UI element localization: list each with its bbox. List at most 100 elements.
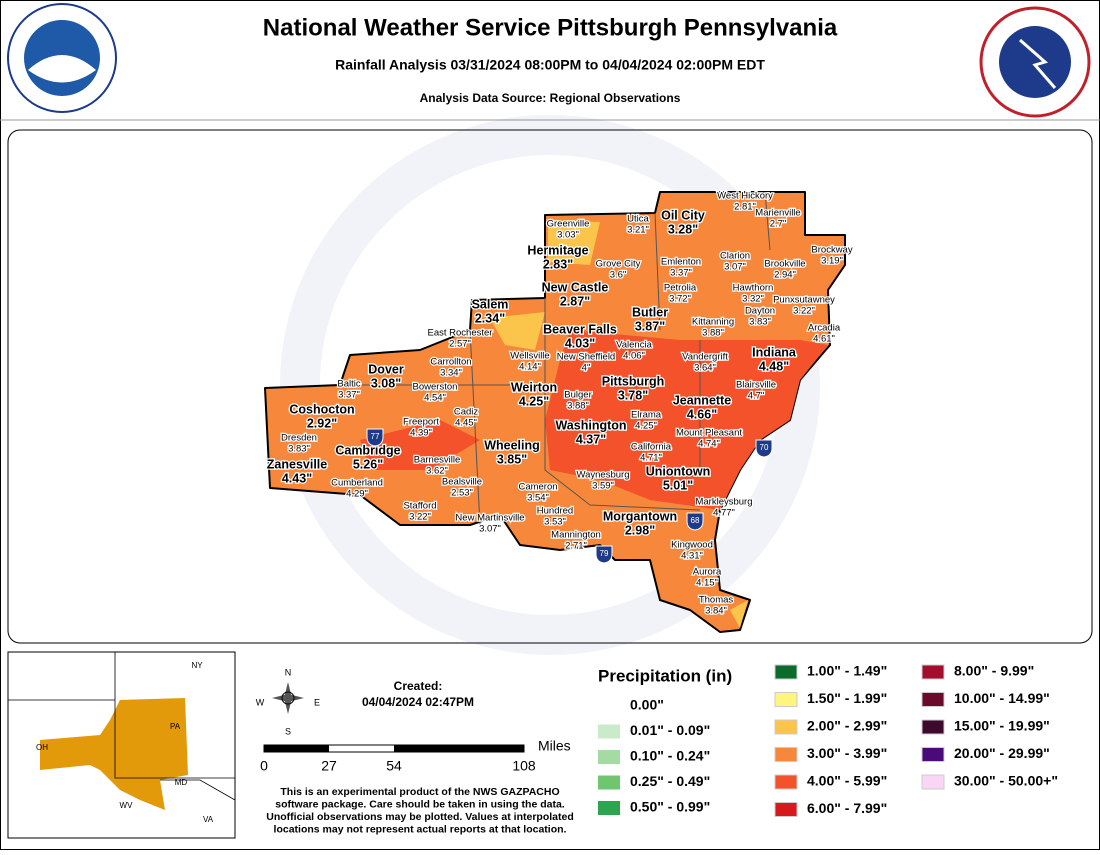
station-name: Morgantown <box>603 509 677 523</box>
station-value: 3.88" <box>567 401 589 412</box>
inset-labels: NY PA OH MD WV VA N S E W <box>36 661 320 824</box>
station-value: 2.98" <box>625 523 655 537</box>
legend-title: Precipitation (in) <box>598 666 732 685</box>
legend-label: 0.50" - 0.99" <box>630 799 710 815</box>
station-value: 3.72" <box>669 294 691 305</box>
station-name: Barnesville <box>414 455 460 466</box>
legend-swatch <box>921 719 945 735</box>
compass-letter: W <box>256 697 265 707</box>
station-name: Vandergrift <box>682 352 728 363</box>
station-name: Indiana <box>752 345 797 359</box>
legend-label: 4.00" - 5.99" <box>807 773 887 789</box>
station-value: 2.81" <box>734 202 756 213</box>
station-value: 4.43" <box>282 471 312 485</box>
station-name: Wellsville <box>510 351 549 362</box>
station-name: Bealsville <box>442 477 482 488</box>
station-value: 4.37" <box>576 432 606 446</box>
station-value: 3.21" <box>627 225 649 236</box>
station-name: Brockway <box>811 245 852 256</box>
legend-swatch <box>774 692 798 707</box>
station-value: 4.15" <box>696 578 718 589</box>
scale-ticks: 0 27 54 108 <box>260 758 536 774</box>
legend-swatch <box>921 692 945 707</box>
legend-label: 0.10" - 0.24" <box>630 748 710 764</box>
legend-swatch <box>921 664 945 680</box>
disclaimer-line: software package. Care should be taken i… <box>275 798 564 810</box>
station-value: 3.59" <box>592 481 614 492</box>
legend-label: 0.25" - 0.49" <box>630 773 710 789</box>
legend: 0.00" 0.01" - 0.09" 0.10" - 0.24" 0.25" - 0… <box>598 663 1058 817</box>
station-name: Hawthorn <box>733 283 774 294</box>
station-value: 4.71" <box>640 453 662 464</box>
inset-label: MD <box>175 778 188 787</box>
station-value: 4.45" <box>455 418 477 429</box>
station-name: Freeport <box>403 417 439 428</box>
station-value: 4.7" <box>748 391 765 402</box>
station-value: 3.83" <box>288 444 310 455</box>
legend-swatch <box>774 664 798 680</box>
compass-letter: N <box>285 667 292 677</box>
station-name: California <box>631 442 672 453</box>
station-name: East Rochester <box>428 328 493 339</box>
doc-logo <box>979 6 1091 118</box>
station-value: 4.31" <box>681 551 703 562</box>
station-name: Valencia <box>616 340 652 351</box>
subtitle: Rainfall Analysis 03/31/2024 08:00PM to … <box>335 57 765 73</box>
station-value: 3.22" <box>793 306 815 317</box>
highway-shield <box>686 512 704 531</box>
station-name: Markleysburg <box>695 497 752 508</box>
disclaimer-line: locations may not represent actual repor… <box>274 823 567 835</box>
station-value: 3.88" <box>702 328 724 339</box>
legend-label: 1.50" - 1.99" <box>807 690 887 706</box>
highway-shield <box>595 545 613 564</box>
station-name: Pittsburgh <box>602 374 665 388</box>
inset-label: VA <box>203 815 214 824</box>
legend-swatch <box>598 724 620 739</box>
station-name: Dayton <box>745 306 775 317</box>
legend-label: 10.00" - 14.99" <box>954 690 1050 706</box>
scale-tick: 0 <box>260 758 268 774</box>
inset-label: WV <box>120 801 134 810</box>
station-name: Cameron <box>518 482 557 493</box>
station-name: Mannington <box>551 530 601 541</box>
station-value: 3.07" <box>479 524 501 535</box>
station-name: Hermitage <box>527 243 588 257</box>
legend-label: 8.00" - 9.99" <box>954 663 1034 679</box>
station-name: Bowerston <box>413 382 458 393</box>
highway-shield <box>755 439 773 458</box>
station-value: 2.92" <box>307 416 337 430</box>
station-name: West Hickory <box>717 191 773 202</box>
station-name: Salem <box>472 297 509 311</box>
station-value: 3.19" <box>821 256 843 267</box>
station-name: Grove City <box>596 259 641 270</box>
legend-label: 0.01" - 0.09" <box>630 722 710 738</box>
highway-number: 68 <box>691 516 700 525</box>
station-value: 4.03" <box>565 336 595 350</box>
title: National Weather Service Pittsburgh Penn… <box>263 14 838 41</box>
station-name: Aurora <box>693 567 722 578</box>
station-value: 4.54" <box>424 393 446 404</box>
station-value: 2.57" <box>449 339 471 350</box>
station-value: 3.87" <box>635 319 665 333</box>
station-value: 2.71" <box>565 541 587 552</box>
station-value: 3.54" <box>527 493 549 504</box>
scale-tick: 54 <box>386 758 402 774</box>
highway-number: 79 <box>600 549 609 558</box>
station-value: 3.08" <box>371 376 401 390</box>
station-value: 3.78" <box>618 388 648 402</box>
inset-label: NY <box>191 661 203 670</box>
station-name: Brookville <box>764 259 805 270</box>
station-value: 3.83" <box>749 317 771 328</box>
station-name: Cadiz <box>454 407 479 418</box>
scale-tick: 27 <box>321 758 337 774</box>
station-name: New Martinsville <box>455 513 524 524</box>
legend-swatch <box>598 750 620 764</box>
station-value: 4.74" <box>698 439 720 450</box>
station-value: 4.06" <box>623 351 645 362</box>
station-name: Butler <box>632 305 668 319</box>
station-value: 4.61" <box>813 334 835 345</box>
station-value: 4.29" <box>346 489 368 500</box>
station-name: Emlenton <box>661 257 701 268</box>
legend-label: 1.00" - 1.49" <box>807 663 887 679</box>
legend-swatch <box>921 747 945 762</box>
